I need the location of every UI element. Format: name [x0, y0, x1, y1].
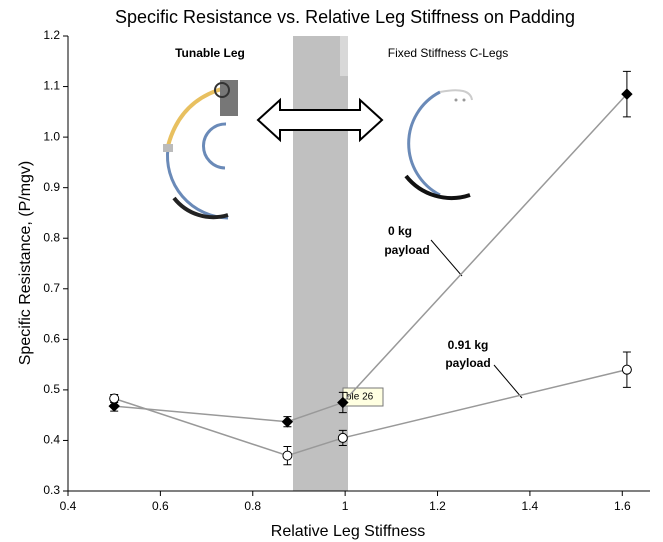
annotation: 0.91 kg	[448, 338, 489, 352]
series-line	[113, 368, 628, 457]
y-tick-label: 0.3	[43, 483, 60, 497]
x-tick-label: 1.6	[614, 499, 631, 513]
leader-line	[493, 364, 523, 399]
y-tick-label: 0.7	[43, 281, 60, 295]
y-tick-label: 0.4	[43, 433, 60, 447]
leg-illustration	[163, 80, 473, 220]
leader-line	[430, 239, 463, 277]
y-tick-label: 0.5	[43, 382, 60, 396]
x-axis-label: Relative Leg Stiffness	[271, 523, 425, 540]
y-tick-label: 1.2	[43, 28, 60, 42]
point	[621, 88, 633, 100]
annotation: payload	[384, 243, 429, 257]
annotation: Tunable Leg	[175, 46, 245, 60]
x-tick-label: 1	[342, 499, 349, 513]
y-tick-label: 1.0	[43, 129, 60, 143]
point	[281, 416, 294, 428]
point	[282, 450, 293, 461]
x-tick-label: 0.6	[152, 499, 169, 513]
shaded-band-top	[340, 36, 348, 76]
y-tick-label: 1.1	[43, 79, 60, 93]
x-tick-label: 0.8	[244, 499, 261, 513]
annotation: 0 kg	[388, 224, 412, 238]
y-tick-label: 0.8	[43, 230, 60, 244]
y-tick-label: 0.9	[43, 180, 60, 194]
point	[109, 393, 120, 404]
point	[108, 400, 120, 412]
y-axis-label: Specific Resistance, (P/mgv)	[17, 161, 34, 366]
x-tick-label: 1.2	[429, 499, 446, 513]
chart-title: Specific Resistance vs. Relative Leg Sti…	[115, 7, 575, 27]
x-tick-label: 0.4	[60, 499, 77, 513]
x-tick-label: 1.4	[522, 499, 539, 513]
annotation: payload	[445, 356, 490, 370]
tooltip-text: ble 26	[346, 392, 374, 403]
point	[337, 396, 349, 409]
point	[621, 364, 632, 375]
point	[337, 432, 348, 443]
series-line	[114, 93, 628, 423]
annotation: Fixed Stiffness C-Legs	[388, 46, 509, 60]
y-tick-label: 0.6	[43, 332, 60, 346]
shaded-band	[293, 36, 348, 491]
